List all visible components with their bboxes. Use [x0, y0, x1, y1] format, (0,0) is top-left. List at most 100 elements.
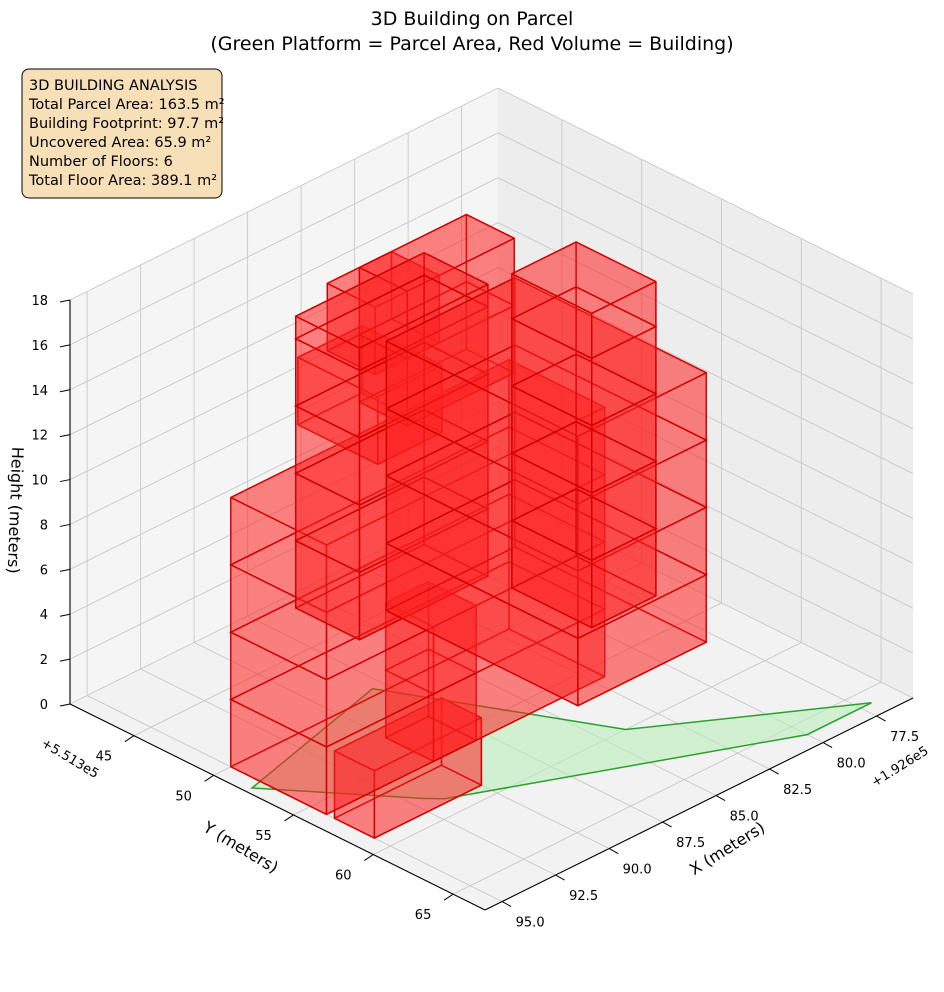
x-axis-line — [484, 697, 914, 911]
grid-line-z — [497, 222, 914, 430]
info-box-line: Uncovered Area: 65.9 m² — [29, 135, 211, 151]
y-tick-label: 60 — [335, 869, 352, 884]
y-axis-label: Y (meters) — [199, 817, 281, 877]
floor-line — [384, 411, 709, 572]
y-tick-label: 50 — [175, 789, 192, 804]
x-tick-label: 80.0 — [837, 757, 866, 772]
building-face — [295, 251, 489, 349]
floor-pane — [70, 492, 913, 910]
z-tick-mark — [59, 344, 71, 348]
z-tick-label: 10 — [31, 474, 48, 489]
floor-line — [293, 476, 490, 574]
z-tick-mark — [59, 703, 71, 707]
x-tick-mark — [876, 715, 886, 722]
floor-line — [293, 341, 490, 439]
x-tick-mark — [501, 901, 512, 907]
building-face — [358, 213, 515, 292]
x-tick-mark — [769, 768, 779, 775]
z-tick-mark — [59, 613, 71, 617]
grid-line-z — [69, 401, 499, 615]
z-tick-label: 16 — [31, 339, 48, 354]
x-tick-label: 77.5 — [890, 730, 919, 745]
grid-line-z — [69, 132, 499, 346]
info-box-line: Total Parcel Area: 163.5 m² — [28, 97, 225, 113]
info-box-line: Total Floor Area: 389.1 m² — [28, 173, 217, 189]
grid-line-z — [497, 491, 914, 699]
x-tick-label: 87.5 — [676, 836, 705, 851]
parcel-platform — [250, 687, 872, 800]
z-tick-label: 12 — [31, 429, 48, 444]
y-tick-mark — [284, 814, 294, 822]
building-block — [510, 241, 658, 629]
grid-line-z — [497, 356, 914, 564]
chart-title-line2: (Green Platform = Parcel Area, Red Volum… — [210, 33, 733, 55]
info-box-title: 3D BUILDING ANALYSIS — [29, 78, 197, 94]
floor-line — [229, 426, 607, 614]
grid-line-z — [497, 132, 914, 340]
floor-line — [510, 420, 658, 494]
z-tick-label: 14 — [31, 384, 48, 399]
y-offset-label: +5.513e5 — [38, 736, 101, 782]
floor-line — [384, 344, 709, 505]
grid-line-x — [461, 509, 877, 717]
axis-panes — [70, 88, 913, 910]
info-box-line: Building Footprint: 97.7 m² — [29, 116, 224, 132]
building-block — [333, 697, 483, 839]
x-tick-mark — [715, 795, 726, 801]
x-tick-mark — [662, 821, 672, 828]
tick-labels: 77.580.082.585.087.590.092.595.045505560… — [31, 294, 919, 931]
x-tick-mark — [608, 848, 619, 854]
grid-line-z — [69, 491, 499, 705]
building-face — [333, 697, 483, 772]
z-tick-mark — [59, 479, 71, 483]
floor-line — [228, 493, 607, 681]
building-face — [385, 277, 707, 438]
back-left-pane — [70, 88, 498, 704]
y-axis-line — [69, 703, 486, 911]
z-axis-label: Height (meters) — [4, 446, 27, 574]
z-tick-mark — [59, 389, 71, 393]
chart-marks — [228, 213, 872, 839]
floor-line — [293, 408, 490, 506]
x-tick-label: 82.5 — [783, 783, 812, 798]
z-tick-label: 8 — [40, 518, 48, 533]
x-offset-label: +1.926e5 — [869, 744, 932, 791]
grid-line-z — [69, 222, 499, 436]
y-tick-mark — [204, 774, 214, 782]
z-tick-label: 18 — [31, 294, 48, 309]
building-face — [511, 273, 593, 629]
z-tick-label: 0 — [40, 698, 48, 713]
z-tick-mark — [59, 523, 71, 527]
floor-line — [228, 560, 607, 748]
y-tick-mark — [443, 893, 454, 901]
floor-line — [384, 478, 709, 640]
building-face — [511, 241, 657, 315]
x-tick-label: 85.0 — [730, 810, 759, 825]
x-tick-label: 95.0 — [516, 916, 545, 931]
back-right-pane — [498, 88, 913, 698]
grid-line-z — [69, 356, 499, 570]
x-tick-label: 90.0 — [623, 863, 652, 878]
grid-line-z — [497, 87, 914, 295]
z-tick-label: 6 — [40, 563, 48, 578]
y-tick-label: 55 — [255, 829, 272, 844]
grid-line-z — [69, 177, 499, 391]
axis-lines — [59, 299, 914, 911]
z-tick-label: 2 — [40, 653, 48, 668]
z-tick-label: 4 — [40, 608, 48, 623]
grid-line-z — [69, 267, 499, 480]
floor-line — [510, 488, 658, 562]
y-tick-label: 45 — [96, 750, 113, 765]
grid-line-z — [497, 177, 914, 385]
info-box-background — [21, 68, 223, 199]
y-tick-mark — [363, 854, 374, 861]
x-tick-label: 92.5 — [569, 889, 598, 904]
z-tick-mark — [59, 568, 71, 572]
x-tick-mark — [822, 742, 833, 748]
z-tick-mark — [59, 299, 71, 303]
z-tick-mark — [59, 434, 71, 438]
floor-line — [510, 286, 658, 360]
building-face — [591, 280, 657, 629]
y-tick-mark — [124, 735, 135, 743]
